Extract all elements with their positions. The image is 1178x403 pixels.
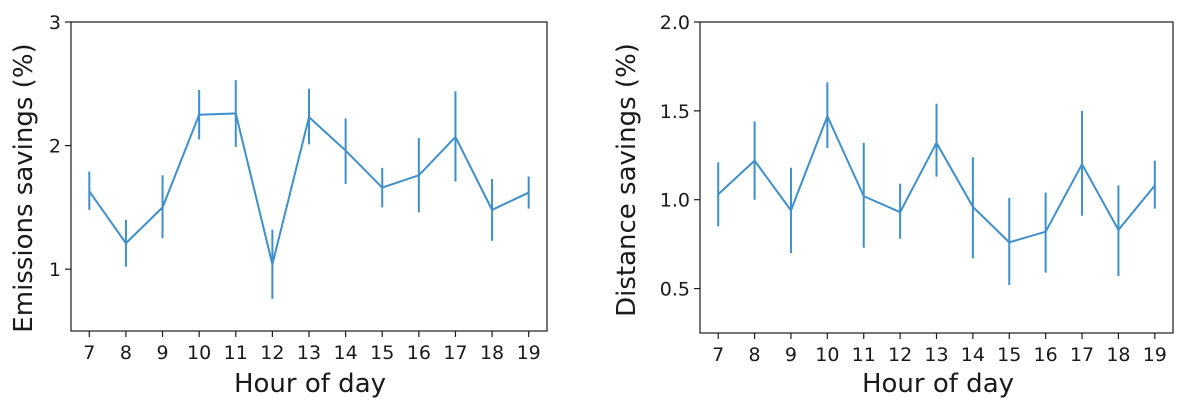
distance-x-tick-label: 15	[997, 344, 1021, 366]
emissions-x-tick-label: 18	[480, 342, 504, 364]
emissions-x-tick-label: 16	[407, 342, 431, 364]
distance-x-tick-label: 12	[888, 344, 912, 366]
distance-y-tick-label: 2.0	[660, 12, 690, 34]
emissions-x-tick-label: 14	[334, 342, 358, 364]
emissions-y-tick-label: 3	[49, 12, 61, 34]
distance-plot-frame	[699, 21, 1174, 334]
emissions-y-tick-label: 2	[49, 136, 61, 158]
distance-y-tick-label: 1.0	[660, 190, 690, 212]
distance-y-tick-label: 1.5	[660, 101, 690, 123]
distance-x-tick-label: 10	[815, 344, 839, 366]
emissions-x-tick-label: 9	[156, 342, 168, 364]
distance-x-tick-label: 8	[749, 344, 761, 366]
distance-x-tick-label: 9	[785, 344, 797, 366]
emissions-x-tick-label: 11	[224, 342, 248, 364]
distance-x-axis-label: Hour of day	[862, 369, 1014, 399]
distance-series-line	[717, 113, 1156, 244]
distance-x-tick-label: 11	[852, 344, 876, 366]
distance-y-tick-label: 0.5	[660, 279, 690, 301]
emissions-y-tick-label: 1	[49, 259, 61, 281]
emissions-x-tick-label: 19	[517, 342, 541, 364]
distance-x-tick-label: 7	[712, 344, 724, 366]
emissions-x-tick-label: 15	[370, 342, 394, 364]
emissions-series-line	[88, 112, 530, 265]
emissions-x-tick-label: 7	[83, 342, 95, 364]
distance-x-tick-label: 14	[961, 344, 985, 366]
distance-panel: 0.5 1.0 1.5 2.0 7 8 9 10 11 12 13 14 15 16 17 18 19 Hou…	[612, 12, 1174, 399]
emissions-x-axis-label: Hour of day	[234, 369, 386, 399]
emissions-y-axis-label: Emissions savings (%)	[9, 43, 39, 332]
emissions-x-tick-label: 17	[443, 342, 467, 364]
emissions-x-tick-label: 10	[187, 342, 211, 364]
emissions-panel: 123 7 8 9 10 11 12 13 14 15 16 17 18 19 Hour of day …	[9, 12, 548, 399]
distance-x-tick-label: 19	[1143, 344, 1167, 366]
distance-x-tick-label: 16	[1034, 344, 1058, 366]
emissions-x-tick-label: 8	[120, 342, 132, 364]
distance-x-tick-label: 13	[924, 344, 948, 366]
distance-y-axis-label: Distance savings (%)	[612, 43, 642, 317]
distance-x-tick-label: 17	[1070, 344, 1094, 366]
emissions-x-tick-label: 12	[260, 342, 284, 364]
emissions-x-tick-label: 13	[297, 342, 321, 364]
distance-x-tick-label: 18	[1106, 344, 1130, 366]
